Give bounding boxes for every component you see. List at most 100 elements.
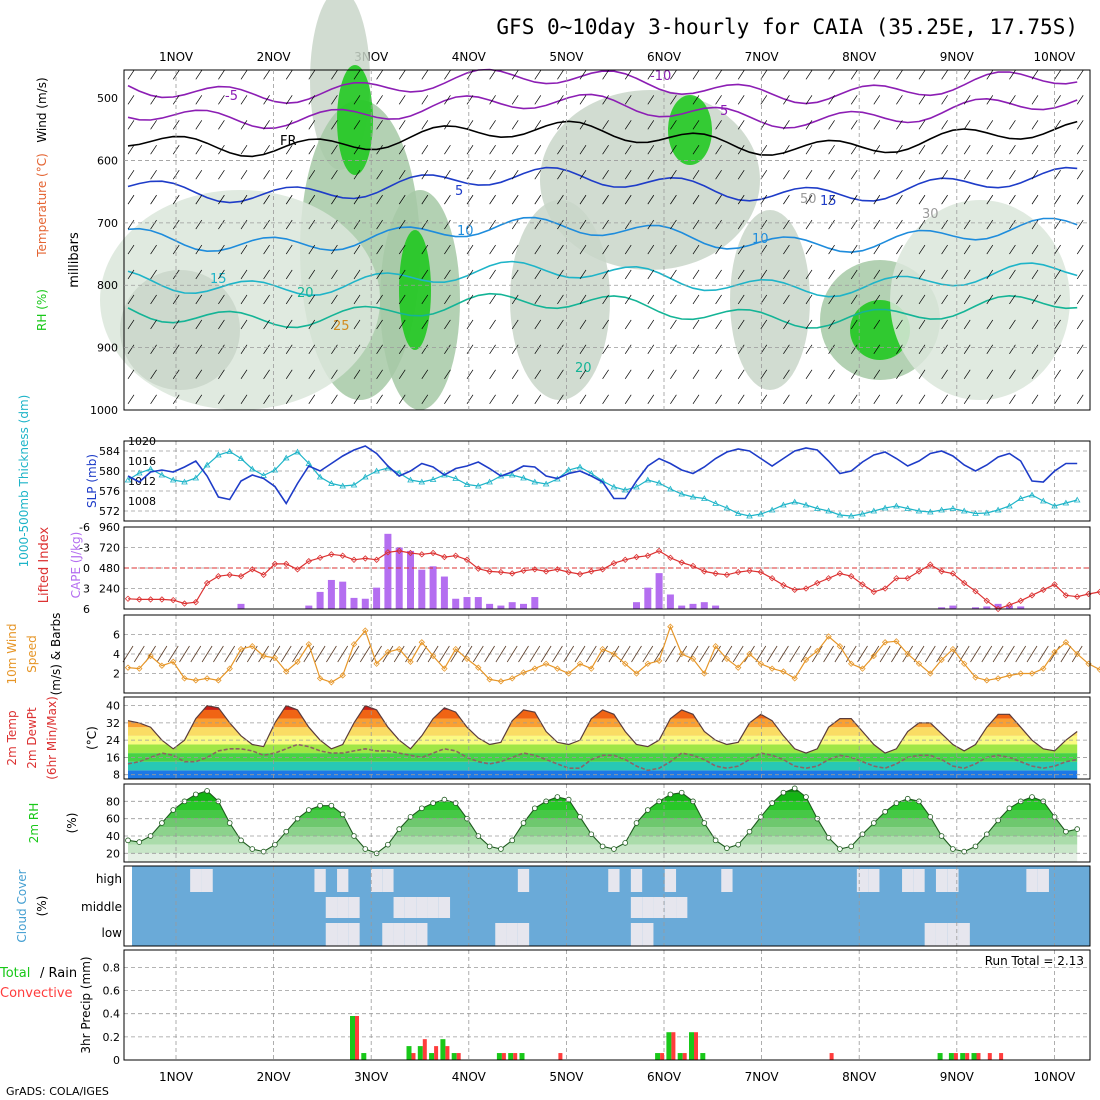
wind-barb bbox=[918, 369, 926, 380]
cape-bar bbox=[644, 587, 652, 609]
precip-total-bar bbox=[948, 1053, 954, 1060]
cape-bar bbox=[531, 597, 539, 609]
wind-barb bbox=[534, 169, 542, 180]
wind-barb bbox=[963, 95, 971, 105]
wind-barb bbox=[670, 70, 677, 80]
wind-barb bbox=[444, 294, 451, 305]
temperature-label: Temperature (°C) bbox=[35, 153, 49, 258]
thickness-point bbox=[712, 500, 719, 506]
li-tick: -6 bbox=[79, 521, 90, 534]
wind-barb bbox=[511, 194, 519, 205]
wind-barb bbox=[150, 95, 157, 105]
li-point bbox=[158, 596, 166, 603]
wind-speed-point bbox=[994, 675, 1002, 682]
wind-barb bbox=[941, 120, 948, 130]
wind-barb bbox=[263, 219, 270, 230]
wind-barb bbox=[285, 169, 293, 180]
wind-axis-label-1: 10m Wind bbox=[5, 624, 19, 685]
thickness-point bbox=[1051, 502, 1058, 509]
wind-barb bbox=[963, 120, 971, 130]
rh-label: RH (%) bbox=[35, 289, 49, 331]
isotherm bbox=[127, 292, 1078, 329]
precip-conv-legend: Convective bbox=[0, 986, 73, 1001]
wind-barb bbox=[398, 394, 406, 404]
wind-barb bbox=[466, 194, 474, 205]
wind-barb bbox=[511, 244, 519, 255]
wind-barb bbox=[963, 169, 971, 180]
wind-barb bbox=[195, 219, 203, 230]
pressure-tick: 500 bbox=[97, 92, 118, 105]
wind-barb bbox=[195, 394, 203, 404]
rh-point bbox=[486, 843, 493, 850]
rh-point bbox=[418, 805, 425, 812]
li-point bbox=[678, 559, 685, 566]
wind-barb bbox=[398, 145, 406, 155]
surface-barb bbox=[314, 645, 326, 663]
wind-barb bbox=[466, 169, 474, 180]
wind-barb bbox=[1031, 169, 1039, 180]
wind-barb bbox=[353, 95, 361, 105]
wind-barb bbox=[963, 145, 971, 155]
thickness-point bbox=[486, 478, 493, 485]
rh-point bbox=[746, 828, 753, 835]
li-point bbox=[1028, 592, 1036, 599]
wind-barb bbox=[308, 269, 316, 280]
footer-text: GrADS: COLA/IGES bbox=[6, 1085, 109, 1098]
wind-speed-point bbox=[599, 645, 606, 653]
thickness-point bbox=[452, 475, 459, 481]
slp-tick: 1012 bbox=[128, 475, 156, 488]
wind-barb bbox=[828, 369, 835, 380]
wind-barb bbox=[444, 145, 451, 155]
wind-speed-point bbox=[237, 645, 245, 653]
wind-speed-point bbox=[768, 665, 776, 672]
thickness-tick: 584 bbox=[99, 445, 120, 458]
wind-barb bbox=[670, 319, 677, 330]
thickness-point bbox=[362, 473, 369, 480]
surface-barb bbox=[800, 645, 812, 663]
precip-total-bar bbox=[429, 1053, 435, 1060]
wind-barb bbox=[218, 120, 225, 130]
precip-conv-bar bbox=[671, 1032, 676, 1060]
slp-tick: 1016 bbox=[128, 455, 156, 468]
wind-barb bbox=[737, 294, 745, 305]
wind-speed-point bbox=[486, 676, 493, 683]
run-total-annotation: Run Total = 2.13 bbox=[985, 954, 1084, 968]
wind-barb bbox=[602, 244, 609, 255]
wind-barb bbox=[1076, 319, 1084, 330]
wind-speed-point bbox=[791, 675, 798, 682]
li-point bbox=[147, 596, 154, 603]
wind-barb bbox=[783, 244, 790, 255]
wind-barb bbox=[195, 244, 203, 255]
wind-barb bbox=[1009, 219, 1016, 230]
wind-speed-point bbox=[701, 670, 708, 677]
wind-barb bbox=[421, 120, 429, 130]
wind-barb bbox=[579, 219, 587, 230]
thickness-point bbox=[520, 474, 527, 481]
cloud-block bbox=[325, 897, 338, 918]
wind-barb bbox=[602, 169, 609, 180]
cape-bar bbox=[497, 605, 505, 609]
li-point bbox=[746, 567, 753, 574]
wind-barb bbox=[557, 394, 564, 404]
rh-point bbox=[588, 831, 595, 838]
wind-barb bbox=[624, 145, 632, 155]
thickness-point bbox=[960, 507, 968, 514]
wind-speed-point bbox=[983, 677, 990, 684]
wind-barb bbox=[557, 369, 564, 380]
wind-speed-point bbox=[972, 674, 979, 681]
li-axis-label: Lifted Index bbox=[37, 526, 52, 603]
wind-barb bbox=[602, 120, 609, 130]
cloud-block bbox=[348, 897, 360, 918]
wind-barb bbox=[150, 269, 157, 280]
wind-barb bbox=[873, 219, 881, 230]
wind-barb bbox=[737, 120, 745, 130]
cloud-block bbox=[404, 897, 417, 918]
precip-total-bar bbox=[451, 1053, 457, 1060]
wind-barb bbox=[715, 344, 722, 355]
wind-barb bbox=[850, 269, 858, 280]
wind-barb bbox=[195, 169, 203, 180]
wind-barb bbox=[579, 294, 587, 305]
wind-barb bbox=[828, 194, 835, 205]
precip-total-bar bbox=[971, 1053, 977, 1060]
wind-barb bbox=[1009, 369, 1016, 380]
